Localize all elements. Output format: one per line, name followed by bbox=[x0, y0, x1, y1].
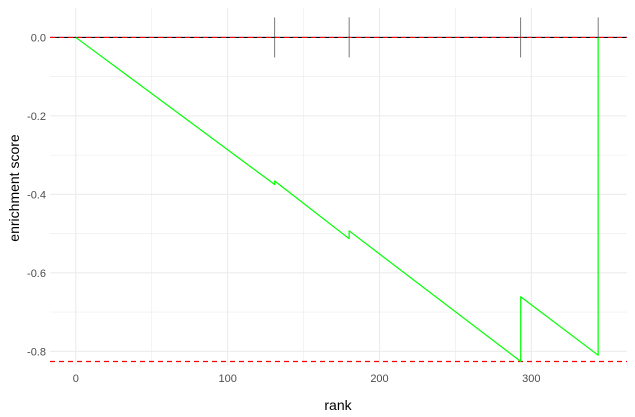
y-tick-label: 0.0 bbox=[31, 32, 46, 44]
reference-lines bbox=[50, 36, 627, 363]
x-tick-label: 300 bbox=[522, 373, 540, 385]
y-axis-title: enrichment score bbox=[6, 134, 22, 242]
y-tick-label: -0.2 bbox=[27, 111, 46, 123]
y-tick-label: -0.6 bbox=[27, 268, 46, 280]
x-tick-label: 0 bbox=[73, 373, 79, 385]
x-axis-title: rank bbox=[324, 397, 352, 413]
y-tick-label: -0.4 bbox=[27, 189, 46, 201]
y-tick-label: -0.8 bbox=[27, 346, 46, 358]
tick-labels: 0 100 200 300 0.0 -0.2 -0.4 -0.6 -0.8 bbox=[27, 32, 540, 385]
series bbox=[75, 36, 599, 363]
enrichment-score-line bbox=[75, 36, 599, 363]
x-tick-label: 100 bbox=[218, 373, 236, 385]
x-tick-label: 200 bbox=[370, 373, 388, 385]
